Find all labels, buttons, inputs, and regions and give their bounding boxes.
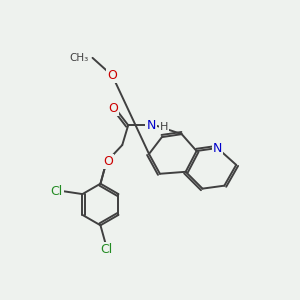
Text: Cl: Cl	[51, 184, 63, 198]
Text: Cl: Cl	[100, 243, 112, 256]
Text: O: O	[103, 155, 113, 168]
Text: N: N	[146, 119, 156, 132]
Text: O: O	[107, 69, 117, 82]
Text: N: N	[213, 142, 222, 154]
Text: O: O	[108, 102, 118, 115]
Text: CH₃: CH₃	[69, 53, 88, 63]
Text: H: H	[160, 122, 168, 132]
